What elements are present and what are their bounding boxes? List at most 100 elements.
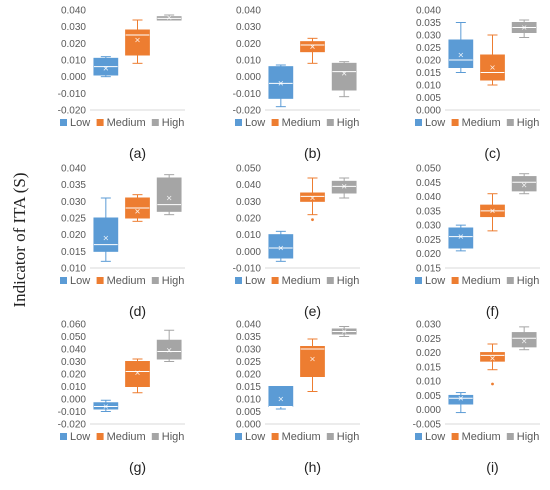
legend-swatch <box>151 433 159 440</box>
panel-label: (i) <box>486 459 498 475</box>
legend-swatch <box>271 433 279 440</box>
iqr-box <box>156 339 182 360</box>
legend-label: Low <box>245 117 265 129</box>
legend-label: Low <box>70 431 90 443</box>
legend-swatch <box>235 433 242 440</box>
y-tick-label: 0.020 <box>416 249 441 260</box>
mean-marker <box>521 182 527 188</box>
box-high <box>331 326 357 337</box>
panel-f: 0.015 0.020 0.025 0.030 0.035 0.040 0.045 0.050… <box>415 164 540 319</box>
y-tick-label: 0.030 <box>61 357 86 368</box>
legend-item-medium: Medium <box>451 275 501 287</box>
iqr-box <box>300 192 325 202</box>
legend-swatch <box>271 119 279 126</box>
box-high <box>156 174 182 216</box>
y-tick-label: 0.035 <box>61 180 86 191</box>
y-tick-label: -0.020 <box>58 420 87 431</box>
legend-item-high: High <box>326 117 359 129</box>
y-tick-label: 0.030 <box>61 197 86 208</box>
legend-item-high: High <box>326 431 359 443</box>
legend-label: Medium <box>282 431 321 443</box>
mean-marker <box>310 44 315 49</box>
y-tick-label: 0.020 <box>416 56 441 67</box>
y-tick-label: 0.020 <box>61 39 86 50</box>
box-low <box>448 224 474 252</box>
mean-marker <box>166 195 172 201</box>
y-tick-label: 0.030 <box>236 22 261 33</box>
legend-item-low: Low <box>60 275 90 287</box>
panel-e: -0.010 0.000 0.010 0.020 0.030 0.040 0.050 Low M… <box>233 164 360 319</box>
y-tick-label: 0.025 <box>416 235 441 246</box>
y-tick-label: 0.035 <box>416 18 441 29</box>
y-tick-label: 0.030 <box>416 221 441 232</box>
y-tick-label: -0.010 <box>233 89 262 100</box>
y-tick-label: 0.020 <box>236 214 261 225</box>
box-medium <box>480 193 505 232</box>
box-medium <box>125 358 150 394</box>
iqr-box <box>448 39 474 68</box>
y-tick-label: 0.010 <box>61 264 86 275</box>
y-tick-label: -0.010 <box>58 407 87 418</box>
legend-swatch <box>506 433 514 440</box>
box-high <box>331 177 357 199</box>
legend-label: Low <box>425 431 445 443</box>
y-tick-label: 0.040 <box>61 6 86 17</box>
legend-swatch <box>415 119 422 126</box>
legend-label: Medium <box>107 275 146 287</box>
y-tick-label: 0.000 <box>236 247 261 258</box>
box-high <box>156 14 182 21</box>
legend-label: High <box>517 431 540 443</box>
shared-y-axis-label-text: Indicator of ITA (S) <box>10 172 29 308</box>
iqr-box <box>268 234 294 259</box>
y-tick-label: 0.000 <box>416 405 441 416</box>
legend-item-low: Low <box>60 431 90 443</box>
legend-swatch <box>506 277 514 284</box>
y-tick-label: 0.050 <box>416 164 441 175</box>
legend-label: Medium <box>462 275 501 287</box>
legend-item-medium: Medium <box>271 431 321 443</box>
iqr-box <box>448 394 474 405</box>
panel-label: (c) <box>484 145 500 161</box>
legend-item-high: High <box>151 431 184 443</box>
y-tick-label: 0.040 <box>61 345 86 356</box>
mean-marker <box>490 208 495 214</box>
legend-item-medium: Medium <box>96 117 146 129</box>
y-tick-label: 0.035 <box>416 206 441 217</box>
panel-label: (g) <box>129 459 146 475</box>
mean-marker <box>135 37 140 43</box>
y-tick-label: 0.025 <box>236 357 261 368</box>
box-medium <box>125 194 150 222</box>
iqr-box <box>511 332 537 348</box>
iqr-box <box>448 227 474 249</box>
box-high <box>331 61 357 98</box>
box-medium <box>125 19 150 64</box>
legend-label: Low <box>425 275 445 287</box>
mean-marker <box>135 370 140 376</box>
box-low <box>93 56 119 78</box>
y-tick-label: -0.020 <box>58 106 87 117</box>
legend-item-medium: Medium <box>96 431 146 443</box>
mean-marker <box>310 195 315 201</box>
panel-d: 0.010 0.015 0.020 0.025 0.030 0.035 0.040 Low Me… <box>60 164 185 319</box>
box-medium <box>480 343 505 386</box>
y-tick-label: 0.040 <box>236 320 261 331</box>
mean-marker <box>490 65 495 70</box>
mean-marker <box>521 338 527 344</box>
y-tick-label: 0.010 <box>236 56 261 67</box>
legend-item-high: High <box>326 275 359 287</box>
mean-marker <box>278 245 284 251</box>
legend-swatch <box>451 119 459 126</box>
legend-swatch <box>326 277 334 284</box>
iqr-box <box>156 177 182 212</box>
legend-item-high: High <box>151 117 184 129</box>
y-tick-label: 0.020 <box>61 370 86 381</box>
iqr-box <box>125 361 150 387</box>
box-low <box>268 64 294 108</box>
y-tick-label: 0.010 <box>416 81 441 92</box>
mean-marker <box>135 209 140 214</box>
legend-item-low: Low <box>415 431 445 443</box>
y-tick-label: 0.050 <box>236 164 261 175</box>
